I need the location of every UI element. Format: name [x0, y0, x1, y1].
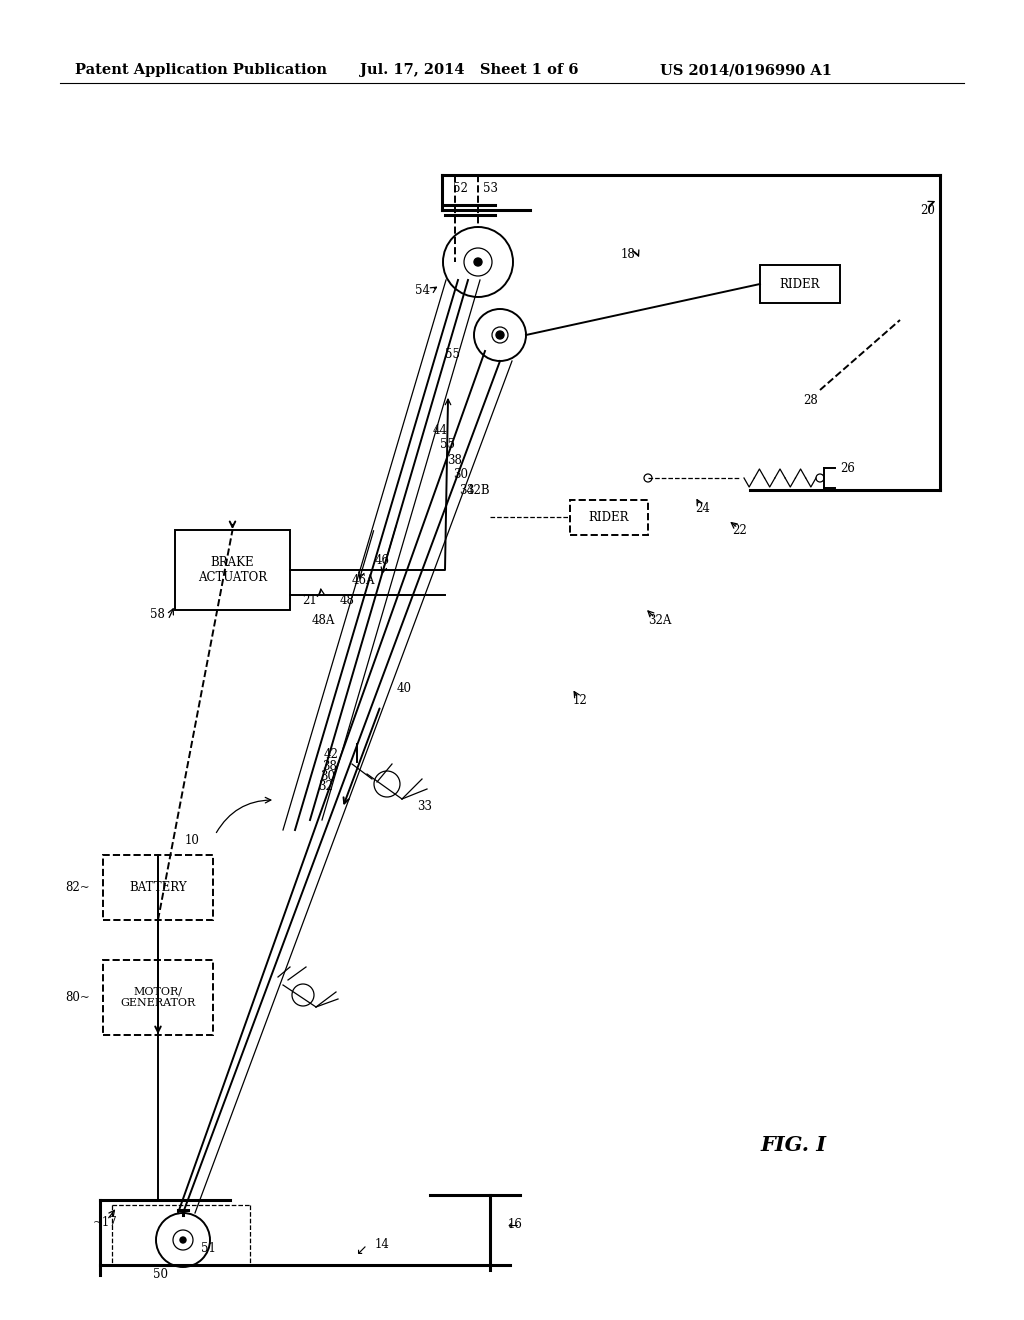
Text: 10: 10 — [185, 833, 200, 846]
Text: 24: 24 — [695, 502, 711, 515]
Text: 48A: 48A — [311, 614, 335, 627]
Text: ~17: ~17 — [92, 1217, 118, 1229]
Text: $\leftarrow$: $\leftarrow$ — [505, 1218, 519, 1232]
Text: 18: 18 — [621, 248, 635, 261]
Text: 38: 38 — [447, 454, 462, 466]
Circle shape — [496, 331, 504, 339]
FancyBboxPatch shape — [570, 500, 648, 535]
Text: FIG. I: FIG. I — [760, 1135, 826, 1155]
Text: 58: 58 — [151, 609, 165, 622]
Circle shape — [474, 257, 482, 267]
Text: 33: 33 — [417, 800, 432, 813]
Text: 14: 14 — [375, 1238, 390, 1251]
Text: RIDER: RIDER — [779, 277, 820, 290]
Text: 54: 54 — [415, 284, 430, 297]
Text: Patent Application Publication: Patent Application Publication — [75, 63, 327, 77]
Text: 32: 32 — [318, 780, 333, 792]
Text: 26: 26 — [840, 462, 855, 474]
Text: 34: 34 — [459, 483, 474, 496]
Circle shape — [180, 1237, 186, 1243]
Text: 46A: 46A — [351, 573, 375, 586]
Text: 12: 12 — [572, 693, 588, 706]
Text: 55: 55 — [440, 438, 455, 451]
Text: $\swarrow$: $\swarrow$ — [352, 1243, 368, 1257]
FancyBboxPatch shape — [103, 855, 213, 920]
Text: US 2014/0196990 A1: US 2014/0196990 A1 — [660, 63, 831, 77]
FancyBboxPatch shape — [760, 265, 840, 304]
Text: 82~: 82~ — [66, 880, 90, 894]
Text: BRAKE
ACTUATOR: BRAKE ACTUATOR — [198, 556, 267, 583]
Text: 38: 38 — [323, 759, 337, 772]
FancyBboxPatch shape — [175, 531, 290, 610]
Text: MOTOR/
GENERATOR: MOTOR/ GENERATOR — [121, 987, 196, 1008]
Text: 16: 16 — [508, 1218, 523, 1232]
Text: 50: 50 — [154, 1267, 169, 1280]
Text: 51: 51 — [201, 1242, 215, 1254]
Text: 48: 48 — [340, 594, 355, 606]
Text: 30: 30 — [453, 469, 468, 482]
Text: 42: 42 — [325, 747, 339, 760]
Text: BATTERY: BATTERY — [129, 880, 186, 894]
Text: 55: 55 — [445, 348, 460, 362]
Text: 46: 46 — [375, 553, 390, 566]
Text: RIDER: RIDER — [589, 511, 630, 524]
Text: 32A: 32A — [648, 614, 672, 627]
Text: 21: 21 — [303, 594, 317, 606]
Text: 28: 28 — [803, 393, 818, 407]
Text: 80~: 80~ — [66, 991, 90, 1005]
Text: 20: 20 — [921, 203, 935, 216]
Text: 44: 44 — [433, 424, 449, 437]
Text: Jul. 17, 2014   Sheet 1 of 6: Jul. 17, 2014 Sheet 1 of 6 — [360, 63, 579, 77]
FancyBboxPatch shape — [103, 960, 213, 1035]
Text: 32B: 32B — [466, 483, 490, 496]
Text: 22: 22 — [732, 524, 748, 536]
Text: 53: 53 — [482, 181, 498, 194]
Text: 52: 52 — [453, 181, 467, 194]
Text: 40: 40 — [397, 682, 412, 696]
Text: 30: 30 — [319, 770, 335, 783]
